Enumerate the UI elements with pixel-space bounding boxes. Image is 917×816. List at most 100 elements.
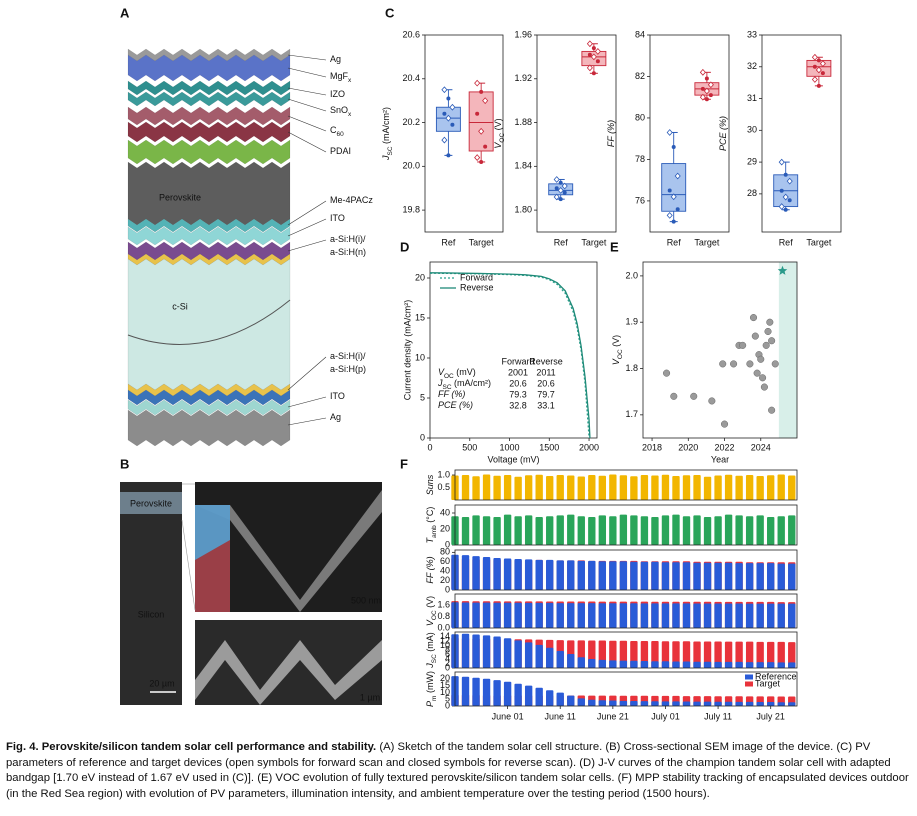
data-point — [475, 111, 480, 116]
y-axis-label-part: V — [611, 358, 621, 365]
data-point — [704, 97, 709, 102]
daily-peak — [724, 474, 733, 500]
leader-line — [287, 218, 327, 237]
data-point — [667, 188, 672, 193]
data-point — [762, 341, 770, 349]
data-point — [590, 53, 597, 61]
daily-peak — [682, 661, 691, 668]
daily-peak — [514, 683, 522, 706]
table-header: Forward — [501, 356, 534, 366]
layer-label: a-Si:H(i)/ — [330, 351, 366, 361]
y-tick-label: 80 — [440, 547, 450, 557]
layer — [127, 121, 291, 143]
y-axis-label-part: (V) — [425, 596, 435, 611]
layer-label-part: a-Si:H(n) — [330, 247, 366, 257]
layer-label-part: ITO — [330, 391, 345, 401]
data-point — [699, 93, 706, 101]
y-axis-label-part: V — [493, 142, 503, 149]
interface-curve — [127, 299, 291, 345]
layer-label: Ag — [330, 54, 341, 64]
table-cell: 79.7 — [537, 389, 555, 399]
daily-peak — [777, 662, 785, 668]
y-tick-label: 20.2 — [402, 117, 420, 127]
data-point — [811, 53, 818, 61]
daily-peak — [546, 516, 554, 545]
daily-peak — [724, 641, 733, 668]
daily-peak — [577, 560, 585, 590]
daily-peak — [493, 475, 501, 500]
data-point — [482, 97, 489, 105]
daily-peak — [735, 661, 743, 668]
table-row-label-part: (mV) — [454, 367, 476, 377]
data-point — [720, 420, 729, 428]
daily-peak — [724, 701, 733, 706]
y-tick-label: 60 — [440, 556, 450, 566]
y-tick-label: 4 — [445, 653, 450, 663]
daily-peak — [767, 662, 775, 668]
plot-frame — [642, 261, 798, 439]
daily-peak — [724, 562, 733, 590]
layer-label-part: MgF — [330, 71, 349, 81]
layer-label-part: C — [330, 125, 337, 135]
data-point — [479, 159, 484, 164]
data-point — [708, 397, 716, 405]
data-point — [442, 111, 447, 116]
daily-peak — [630, 603, 638, 628]
daily-peak — [461, 676, 470, 706]
plot-frame — [424, 34, 504, 233]
daily-peak — [756, 563, 764, 590]
caption-body: (A) Sketch of the tandem solar cell stru… — [6, 741, 909, 800]
plot-frame — [454, 549, 798, 591]
daily-peak — [788, 563, 796, 590]
y-axis-label: PCE (%) — [718, 116, 728, 151]
data-point — [759, 374, 767, 382]
leader-line — [287, 87, 327, 96]
daily-peak — [535, 559, 543, 590]
layer-label: MgFx — [330, 71, 352, 84]
y-tick-label: 5 — [420, 392, 425, 402]
data-point — [704, 76, 709, 81]
data-point — [783, 207, 788, 212]
daily-peak — [693, 641, 701, 668]
layer-label-part: a-Si:H(p) — [330, 364, 366, 374]
daily-peak — [714, 475, 722, 500]
daily-peak — [745, 516, 754, 545]
layer-label-part: a-Si:H(i)/ — [330, 351, 366, 361]
daily-peak — [619, 475, 628, 500]
daily-peak — [767, 475, 775, 500]
table-row-label-part: V — [438, 367, 445, 377]
daily-peak — [714, 603, 722, 628]
y-tick-label: 20 — [440, 575, 450, 585]
daily-peak — [640, 561, 649, 590]
daily-peak — [546, 690, 554, 706]
y-tick-label: 20 — [440, 523, 450, 533]
y-tick-label: 76 — [635, 195, 645, 205]
y-tick-label: 8 — [445, 644, 450, 654]
data-point — [820, 71, 825, 76]
y-axis-label-part: SC — [431, 654, 438, 663]
data-point — [670, 193, 677, 201]
y-axis-label-part: PCE (%) — [718, 116, 728, 151]
data-point — [474, 154, 481, 161]
daily-peak — [461, 602, 470, 628]
daily-peak — [567, 603, 575, 628]
data-point — [557, 187, 564, 194]
daily-peak — [672, 641, 680, 668]
data-point — [561, 182, 568, 190]
daily-peak — [567, 514, 575, 545]
plot-frame — [454, 671, 798, 707]
y-axis-label: FF (%) — [606, 120, 616, 147]
y-tick-label: 2.0 — [625, 270, 638, 280]
daily-peak — [524, 515, 533, 545]
y-tick-label: 19.8 — [402, 204, 420, 214]
y-axis-label-part: (°C) — [425, 507, 435, 526]
y-tick-label: 1.8 — [625, 363, 638, 373]
daily-peak — [619, 514, 628, 545]
data-point — [779, 188, 784, 193]
data-point — [760, 383, 768, 391]
x-tick-label: Ref — [667, 237, 682, 247]
daily-peak — [756, 641, 764, 668]
data-point — [703, 87, 710, 95]
y-axis-label: VOC (V) — [425, 596, 438, 626]
daily-peak — [703, 476, 712, 500]
